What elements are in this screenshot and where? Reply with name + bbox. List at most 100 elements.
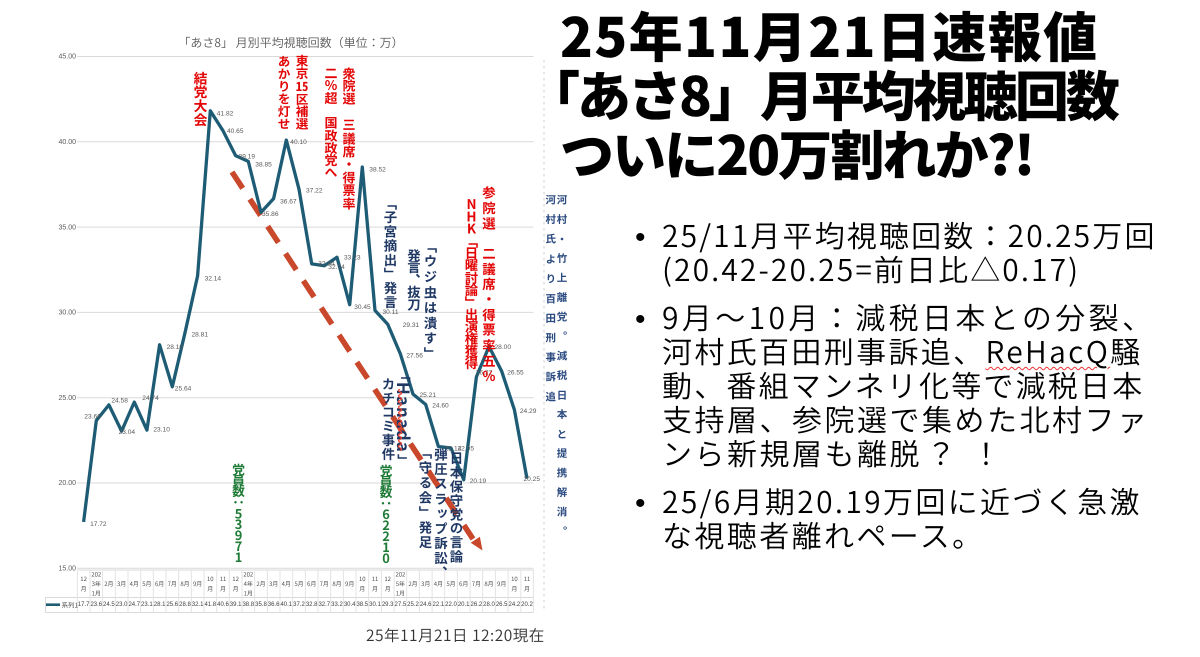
- svg-text:17.72: 17.72: [90, 521, 107, 528]
- svg-text:3月: 3月: [269, 579, 278, 588]
- svg-text:6月: 6月: [155, 579, 164, 588]
- svg-text:4月: 4月: [434, 579, 443, 588]
- svg-text:12: 12: [384, 574, 391, 583]
- svg-text:45.00: 45.00: [58, 54, 76, 61]
- svg-text:23.6: 23.6: [90, 602, 102, 608]
- svg-text:7月: 7月: [320, 579, 329, 588]
- svg-text:7月: 7月: [472, 579, 481, 588]
- svg-text:20.19: 20.19: [470, 478, 487, 485]
- svg-text:1月: 1月: [244, 589, 253, 598]
- svg-text:23.1: 23.1: [141, 602, 153, 608]
- svg-text:15.00: 15.00: [58, 566, 76, 573]
- svg-text:40.1: 40.1: [280, 602, 292, 608]
- svg-text:3月: 3月: [117, 579, 126, 588]
- svg-text:30.11: 30.11: [383, 309, 399, 316]
- svg-text:32.84: 32.84: [318, 260, 335, 267]
- svg-text:36.6: 36.6: [268, 602, 280, 608]
- svg-text:202: 202: [91, 569, 101, 578]
- svg-text:28.81: 28.81: [192, 332, 209, 339]
- svg-text:17.7: 17.7: [78, 602, 90, 608]
- svg-text:6月: 6月: [307, 579, 316, 588]
- svg-text:月: 月: [524, 584, 530, 593]
- svg-text:39.1: 39.1: [230, 602, 242, 608]
- svg-text:33.23: 33.23: [344, 254, 361, 261]
- svg-text:20.25: 20.25: [524, 476, 541, 483]
- svg-text:25.6: 25.6: [166, 602, 178, 608]
- svg-text:28.0: 28.0: [483, 602, 495, 608]
- svg-text:8月: 8月: [180, 579, 189, 588]
- svg-text:20.1: 20.1: [458, 602, 470, 608]
- svg-text:38.52: 38.52: [369, 167, 386, 174]
- svg-text:35.86: 35.86: [262, 211, 279, 218]
- svg-text:24.29: 24.29: [520, 408, 537, 415]
- svg-text:29.31: 29.31: [403, 322, 420, 329]
- svg-text:4年: 4年: [244, 579, 253, 588]
- svg-text:月: 月: [81, 584, 87, 593]
- svg-text:月: 月: [511, 584, 517, 593]
- svg-text:22.0: 22.0: [445, 602, 457, 608]
- svg-text:10: 10: [511, 574, 518, 583]
- svg-text:22.1: 22.1: [433, 602, 445, 608]
- svg-text:4月: 4月: [130, 579, 139, 588]
- svg-text:36.67: 36.67: [280, 199, 297, 206]
- svg-text:39.19: 39.19: [239, 154, 256, 161]
- svg-text:27.5: 27.5: [395, 602, 407, 608]
- svg-text:38.5: 38.5: [356, 602, 368, 608]
- svg-text:10: 10: [359, 574, 366, 583]
- svg-text:202: 202: [243, 569, 253, 578]
- svg-text:30.4: 30.4: [344, 602, 356, 608]
- svg-text:41.8: 41.8: [204, 602, 216, 608]
- svg-text:2月: 2月: [408, 579, 417, 588]
- svg-text:20.00: 20.00: [58, 480, 76, 487]
- svg-text:20.2: 20.2: [521, 602, 533, 608]
- svg-text:23.04: 23.04: [119, 429, 136, 436]
- svg-text:30.00: 30.00: [58, 310, 76, 317]
- svg-text:月: 月: [372, 584, 378, 593]
- svg-text:22.05: 22.05: [458, 446, 475, 453]
- svg-text:8月: 8月: [332, 579, 341, 588]
- svg-text:30.1: 30.1: [369, 602, 381, 608]
- svg-text:月: 月: [220, 584, 226, 593]
- svg-text:3年: 3年: [92, 579, 101, 588]
- svg-text:37.2: 37.2: [293, 602, 305, 608]
- svg-text:26.2: 26.2: [471, 602, 483, 608]
- svg-text:7月: 7月: [168, 579, 177, 588]
- svg-text:2月: 2月: [104, 579, 113, 588]
- svg-text:32.1: 32.1: [192, 602, 204, 608]
- svg-text:3月: 3月: [421, 579, 430, 588]
- svg-text:9月: 9月: [345, 579, 354, 588]
- svg-text:5年: 5年: [396, 579, 405, 588]
- svg-text:11: 11: [524, 574, 531, 583]
- svg-text:35.8: 35.8: [255, 602, 267, 608]
- svg-text:5月: 5月: [446, 579, 455, 588]
- svg-text:25.2: 25.2: [407, 602, 419, 608]
- svg-text:33.2: 33.2: [331, 602, 343, 608]
- svg-text:24.2: 24.2: [509, 602, 521, 608]
- svg-text:11: 11: [372, 574, 379, 583]
- svg-text:28.8: 28.8: [179, 602, 191, 608]
- svg-text:6月: 6月: [459, 579, 468, 588]
- svg-text:10: 10: [207, 574, 214, 583]
- svg-text:24.74: 24.74: [142, 395, 159, 402]
- svg-text:32.8: 32.8: [306, 602, 318, 608]
- svg-text:32.7: 32.7: [318, 602, 330, 608]
- svg-text:12: 12: [80, 574, 87, 583]
- svg-text:24.58: 24.58: [111, 397, 128, 404]
- svg-text:25.64: 25.64: [175, 385, 192, 392]
- svg-text:25.21: 25.21: [420, 392, 437, 399]
- svg-text:30.45: 30.45: [354, 304, 371, 311]
- svg-text:26.5: 26.5: [496, 602, 508, 608]
- svg-text:月: 月: [359, 584, 365, 593]
- svg-text:5月: 5月: [294, 579, 303, 588]
- svg-text:32.14: 32.14: [205, 275, 222, 282]
- svg-text:24.7: 24.7: [128, 602, 140, 608]
- svg-text:24.5: 24.5: [103, 602, 115, 608]
- svg-text:5月: 5月: [142, 579, 151, 588]
- svg-text:24.6: 24.6: [420, 602, 432, 608]
- svg-text:2月: 2月: [256, 579, 265, 588]
- svg-text:9月: 9月: [193, 579, 202, 588]
- svg-text:12: 12: [232, 574, 239, 583]
- svg-text:40.00: 40.00: [58, 139, 76, 146]
- svg-text:26.55: 26.55: [507, 369, 524, 376]
- svg-text:37.22: 37.22: [306, 188, 323, 195]
